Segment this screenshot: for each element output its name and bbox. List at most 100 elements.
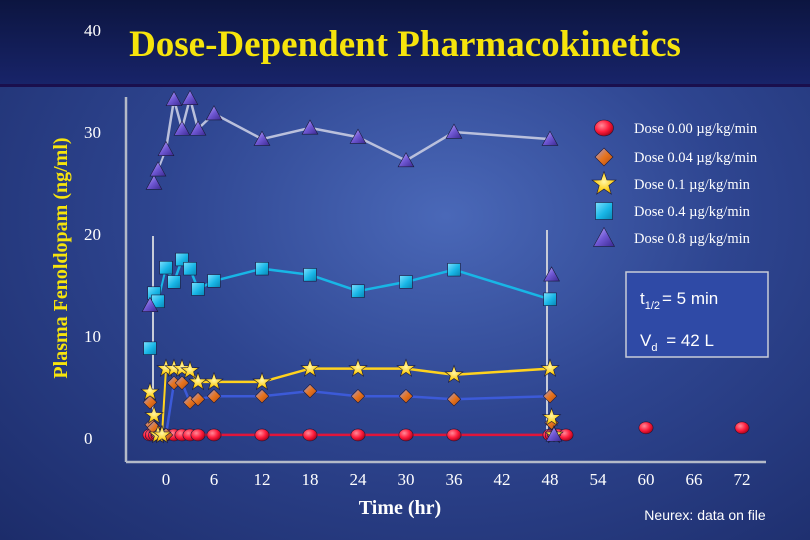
marker-star-7 xyxy=(180,360,200,380)
marker-triangle-9 xyxy=(253,130,271,146)
legend-label-diamond: Dose 0.04 µg/kg/min xyxy=(634,150,758,166)
marker-circle-12 xyxy=(302,428,318,442)
chart-title: Dose-Dependent Pharmacokinetics xyxy=(129,24,681,65)
marker-circle-9 xyxy=(190,428,206,442)
legend-label-triangle: Dose 0.8 µg/kg/min xyxy=(634,231,751,247)
marker-triangle-11 xyxy=(349,128,367,144)
x-tick-36: 36 xyxy=(446,470,463,489)
volume-distribution-text: Vd = 42 L xyxy=(640,331,714,354)
marker-diamond-9 xyxy=(190,392,206,407)
marker-circle-21 xyxy=(638,421,654,435)
marker-diamond-10 xyxy=(206,389,222,404)
marker-diamond-12 xyxy=(302,383,318,399)
marker-triangle-7 xyxy=(189,120,207,136)
marker-triangle-14 xyxy=(541,130,559,146)
marker-circle-15 xyxy=(446,428,462,442)
y-tick-20: 20 xyxy=(84,225,101,244)
marker-triangle-13 xyxy=(445,123,463,139)
y-tick-labels: 0 10 20 30 40 xyxy=(84,21,101,448)
legend-label-star: Dose 0.1 µg/kg/min xyxy=(634,177,751,193)
marker-star-0 xyxy=(140,381,160,401)
marker-triangle-12 xyxy=(397,152,415,168)
marker-star-13 xyxy=(396,358,416,377)
x-tick-48: 48 xyxy=(542,470,559,489)
legend-marker-star xyxy=(591,170,617,195)
marker-star-9 xyxy=(204,371,224,391)
marker-triangle-5 xyxy=(173,120,191,136)
legend-marker-diamond xyxy=(594,147,614,167)
marker-square-12 xyxy=(399,275,413,289)
marker-square-6 xyxy=(183,262,197,276)
marker-circle-22 xyxy=(734,421,750,435)
marker-triangle-0 xyxy=(141,296,159,312)
x-tick-60: 60 xyxy=(638,470,655,489)
x-tick-24: 24 xyxy=(350,470,368,489)
marker-triangle-15 xyxy=(543,266,560,282)
legend-marker-triangle xyxy=(592,226,616,247)
y-tick-10: 10 xyxy=(84,327,101,346)
marker-square-0 xyxy=(143,341,157,355)
marker-triangle-3 xyxy=(157,140,175,156)
marker-square-10 xyxy=(303,268,317,282)
y-tick-0: 0 xyxy=(84,429,93,448)
marker-square-13 xyxy=(447,263,461,277)
marker-square-7 xyxy=(191,282,205,296)
marker-circle-11 xyxy=(254,428,270,442)
pk-parameters-box: t1/2 = 5 min Vd = 42 L xyxy=(625,271,769,358)
x-tick-42: 42 xyxy=(494,470,511,489)
y-tick-30: 30 xyxy=(84,123,101,142)
marker-square-4 xyxy=(167,275,181,289)
marker-square-14 xyxy=(543,292,557,306)
source-note: Neurex: data on file xyxy=(644,507,766,523)
series-markers xyxy=(140,89,750,444)
x-axis-label: Time (hr) xyxy=(359,497,441,519)
marker-star-11 xyxy=(300,358,320,377)
half-life-text: t1/2 = 5 min xyxy=(640,289,718,312)
legend-label-circle: Dose 0.00 µg/kg/min xyxy=(634,121,758,137)
marker-diamond-13 xyxy=(350,389,366,404)
marker-triangle-1 xyxy=(145,174,163,190)
marker-star-16 xyxy=(541,407,562,426)
marker-star-15 xyxy=(540,358,560,377)
marker-triangle-4 xyxy=(165,90,183,106)
marker-triangle-2 xyxy=(149,161,167,177)
marker-circle-10 xyxy=(206,428,222,442)
legend: Dose 0.00 µg/kg/min Dose 0.04 µg/kg/min Do… xyxy=(591,119,758,247)
x-tick-66: 66 xyxy=(686,470,703,489)
legend-label-square: Dose 0.4 µg/kg/min xyxy=(634,204,751,220)
x-tick-18: 18 xyxy=(302,470,319,489)
marker-star-3 xyxy=(152,424,172,444)
marker-triangle-8 xyxy=(205,105,223,121)
x-tick-labels: 0 6 12 18 24 30 36 42 48 54 60 66 72 xyxy=(162,470,751,489)
marker-diamond-7 xyxy=(174,375,190,391)
marker-diamond-16 xyxy=(542,389,558,404)
marker-diamond-15 xyxy=(446,392,462,407)
x-tick-30: 30 xyxy=(398,470,415,489)
marker-circle-13 xyxy=(350,428,366,442)
marker-triangle-16 xyxy=(545,426,563,442)
x-tick-6: 6 xyxy=(210,470,219,489)
marker-square-8 xyxy=(207,274,221,288)
x-tick-72: 72 xyxy=(734,470,751,489)
marker-star-1 xyxy=(144,405,164,424)
title-divider xyxy=(0,84,810,87)
marker-triangle-6 xyxy=(181,89,199,105)
y-tick-40: 40 xyxy=(84,21,101,40)
marker-diamond-14 xyxy=(398,389,414,404)
marker-star-12 xyxy=(348,358,368,377)
series-connector-star xyxy=(161,368,167,436)
x-tick-0: 0 xyxy=(162,470,171,489)
marker-square-3 xyxy=(159,260,173,275)
marker-star-14 xyxy=(444,364,464,384)
y-axis-label: Plasma Fenoldopam (ng/ml) xyxy=(50,137,72,378)
marker-square-11 xyxy=(351,284,365,298)
marker-circle-14 xyxy=(398,428,414,442)
marker-triangle-10 xyxy=(301,119,319,135)
x-tick-54: 54 xyxy=(590,470,608,489)
marker-diamond-11 xyxy=(254,389,270,404)
title-bar xyxy=(0,0,810,86)
marker-diamond-0 xyxy=(142,395,158,410)
legend-marker-square xyxy=(595,202,613,220)
marker-star-10 xyxy=(252,371,272,391)
